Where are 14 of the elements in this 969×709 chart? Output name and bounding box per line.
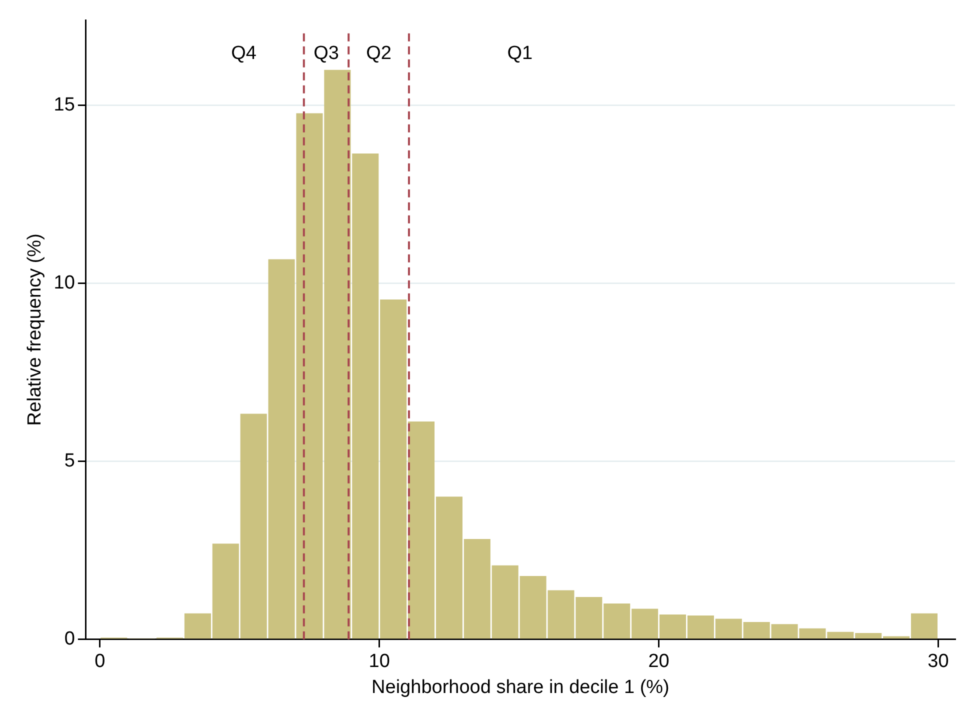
- y-tick-label: 0: [64, 628, 75, 650]
- x-tick-label: 0: [94, 651, 106, 672]
- x-tick-label: 30: [928, 651, 949, 672]
- x-axis-title: Neighborhood share in decile 1 (%): [372, 676, 670, 698]
- y-axis-title: Relative frequency (%): [24, 234, 46, 426]
- y-tick-label: 15: [54, 94, 75, 116]
- annotation: Q2: [366, 43, 392, 64]
- y-tick-label: 10: [54, 272, 75, 294]
- y-tick-label: 5: [64, 450, 75, 472]
- annotation: Q4: [231, 43, 257, 64]
- x-tick-label: 20: [648, 651, 670, 672]
- annotation: Q3: [314, 43, 339, 64]
- x-tick-label: 10: [368, 651, 390, 672]
- annotation: Q1: [507, 43, 533, 64]
